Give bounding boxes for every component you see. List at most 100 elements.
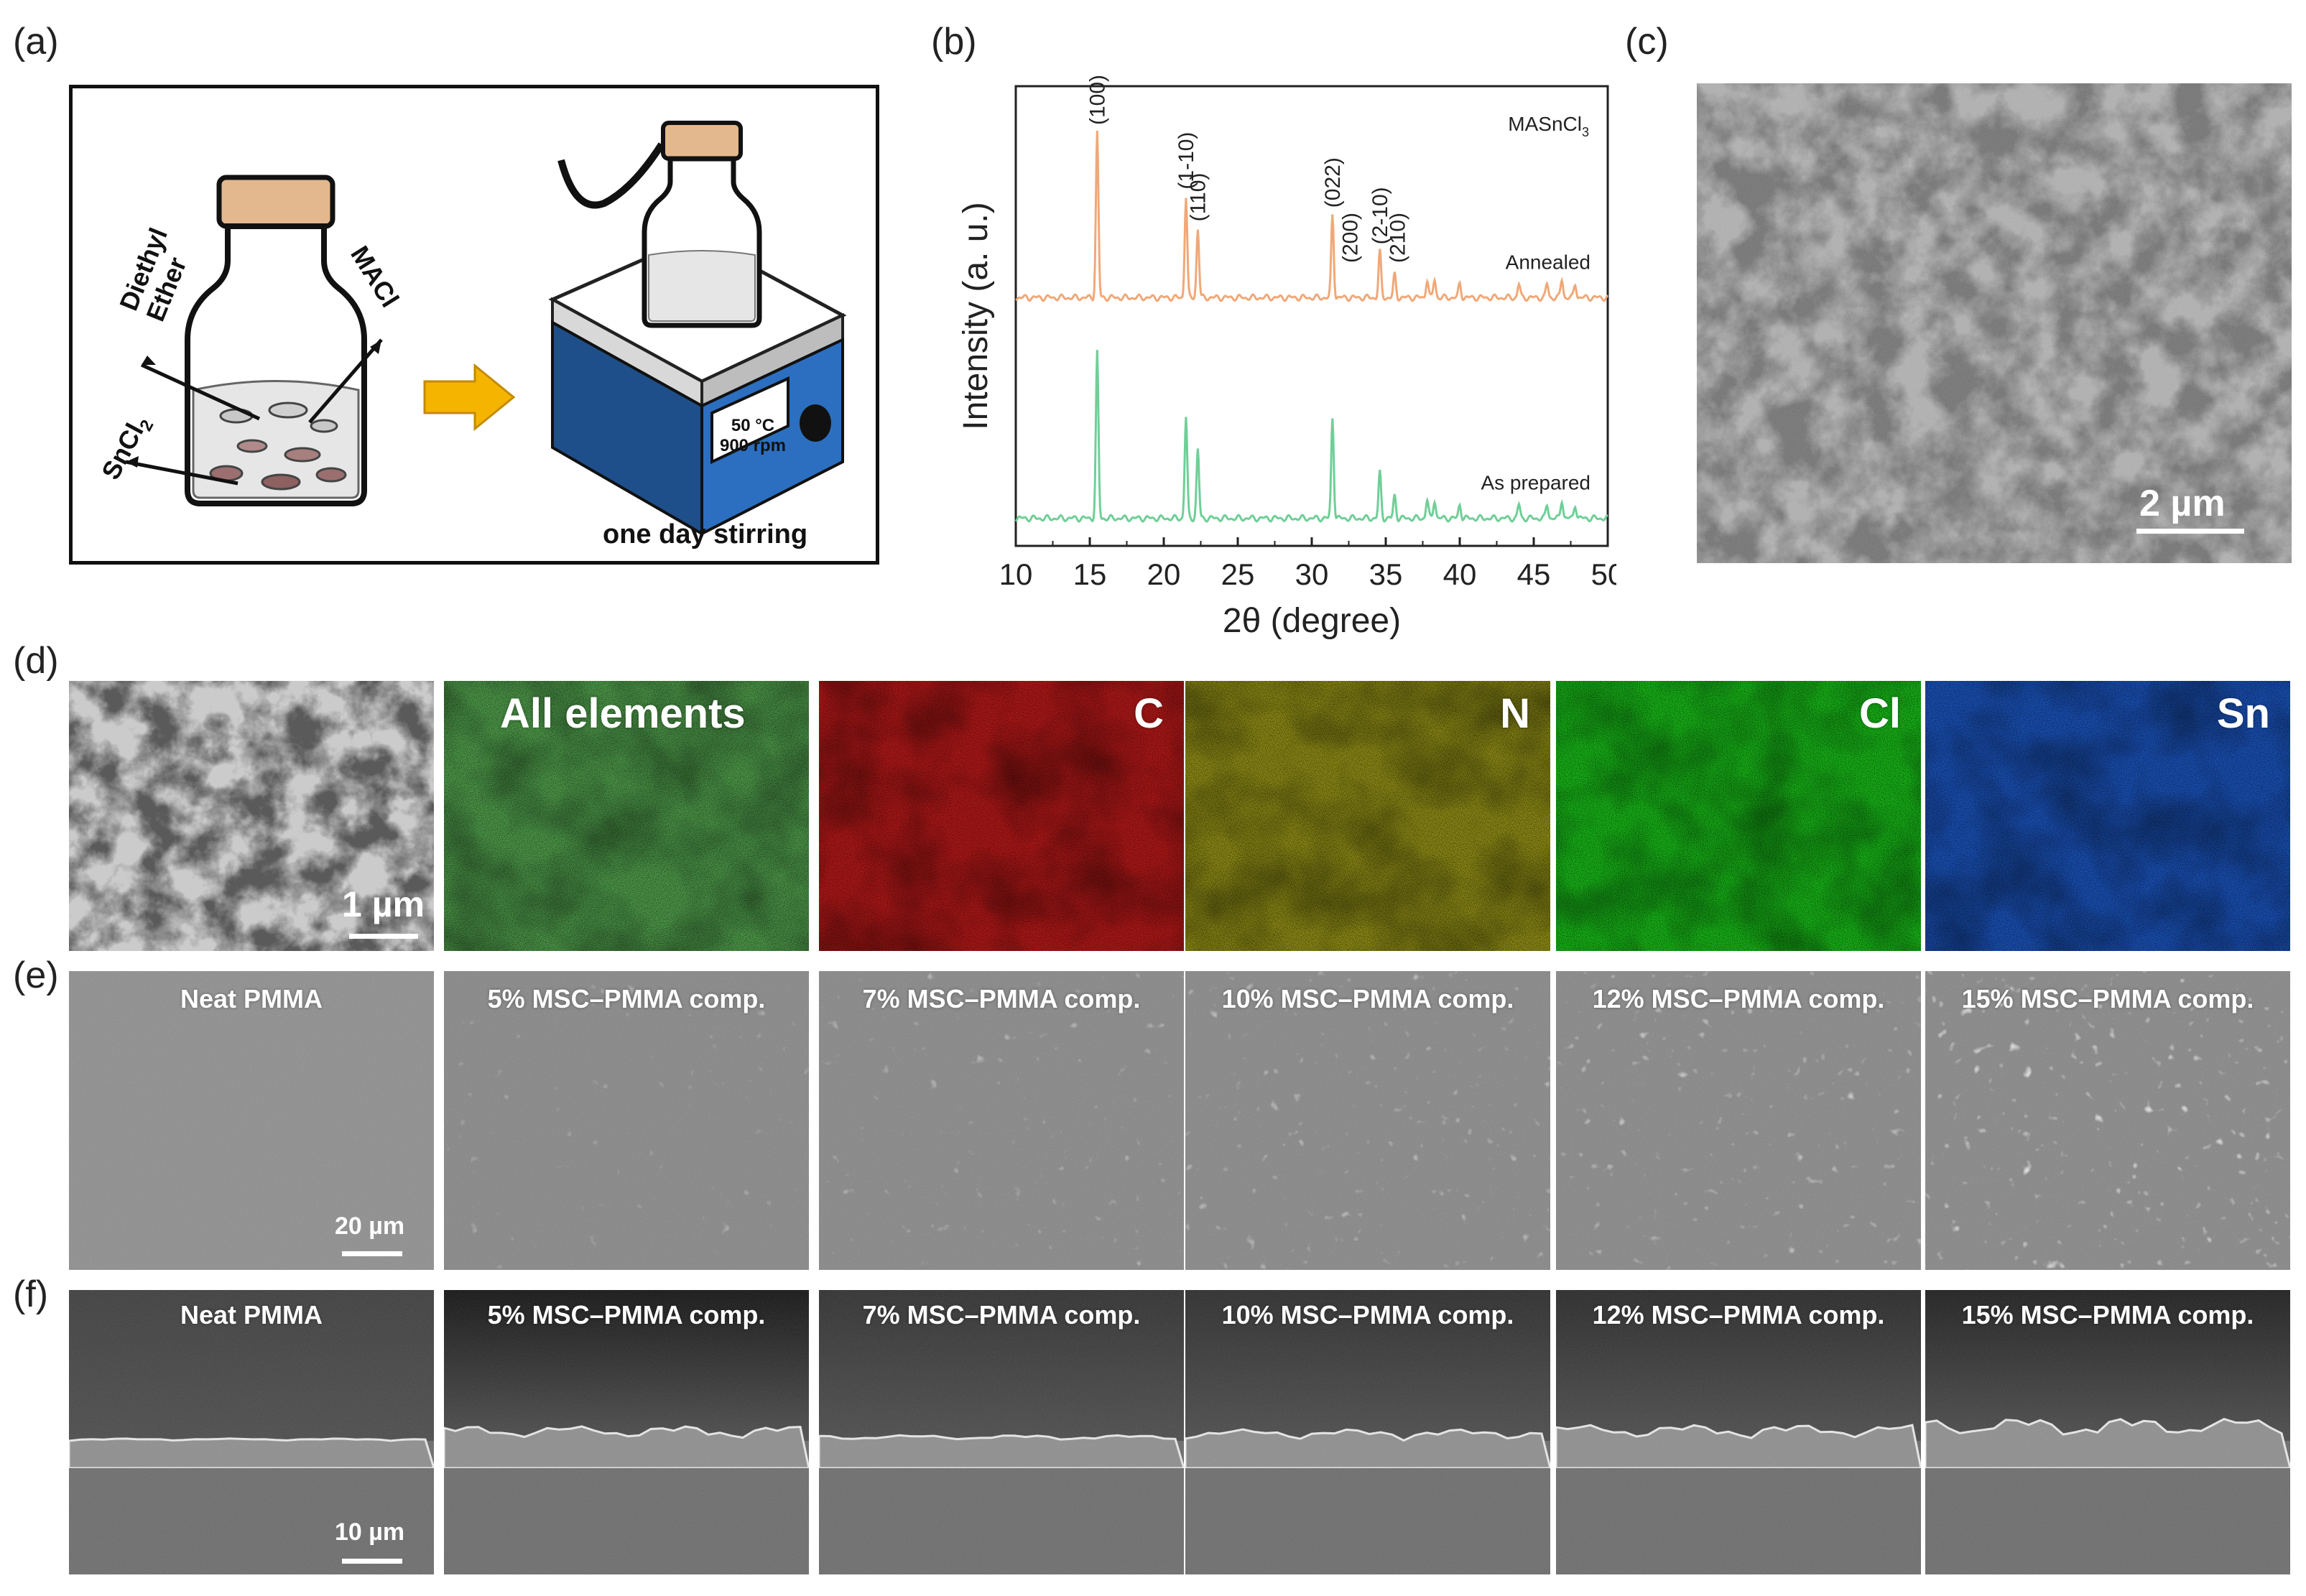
image-texture	[819, 971, 1184, 1270]
eds-map-3: N	[1185, 681, 1550, 951]
image-texture	[1185, 971, 1550, 1270]
scale-label: 1 µm	[342, 884, 425, 924]
peak-label: (022)	[1321, 157, 1345, 208]
xrd-chart: 10 15 20 25 30 35 40 45 50 2θ (degree) Intensity (…	[927, 72, 1624, 668]
cross-section-sem-4: 12% MSC–PMMA comp.	[1556, 1290, 1921, 1574]
scale-label: 2 µm	[2139, 483, 2226, 524]
x-tick-label: 35	[1369, 557, 1403, 591]
stirring-caption: one day stirring	[603, 519, 808, 549]
scale-bar	[342, 1251, 402, 1256]
image-texture	[1185, 681, 1550, 951]
process-arrow-icon	[423, 363, 516, 432]
panel-label-a: (a)	[13, 21, 59, 62]
cross-section-sample-label: 5% MSC–PMMA comp.	[487, 1300, 766, 1330]
surface-sem-3: 10% MSC–PMMA comp.	[1185, 971, 1550, 1270]
panel-label-c: (c)	[1625, 21, 1669, 62]
image-texture	[1556, 1290, 1921, 1574]
series-line-1	[1014, 350, 1608, 523]
eds-map-1: All elements	[444, 681, 809, 951]
panel-label-f: (f)	[13, 1273, 49, 1315]
hotplate-icon	[548, 142, 847, 537]
cross-section-sample-label: Neat PMMA	[180, 1300, 323, 1330]
x-tick-label: 50	[1591, 557, 1616, 591]
series-label: As prepared	[1481, 472, 1590, 494]
scale-label: 10 µm	[335, 1518, 405, 1546]
peak-label: (100)	[1085, 75, 1109, 125]
x-tick-label: 15	[1073, 557, 1107, 591]
hotplate-rpm: 900 rpm	[719, 436, 787, 455]
surface-sem-0: Neat PMMA 20 µm	[69, 971, 434, 1270]
image-texture	[819, 681, 1184, 951]
image-texture	[1185, 1290, 1550, 1574]
image-texture	[1925, 1290, 2290, 1574]
series-label: Annealed	[1506, 251, 1590, 273]
vial-icon	[185, 175, 367, 506]
image-texture	[1556, 681, 1921, 951]
image-texture	[69, 681, 434, 951]
image-texture	[69, 1290, 434, 1574]
xrd-plot: 10 15 20 25 30 35 40 45 50 2θ (degree) Intensity (…	[957, 75, 1624, 640]
cross-section-sem-1: 5% MSC–PMMA comp.	[444, 1290, 809, 1574]
x-tick-label: 45	[1517, 557, 1551, 591]
series-line-0	[1015, 131, 1609, 302]
eds-map-2: C	[819, 681, 1184, 951]
surface-sample-label: 5% MSC–PMMA comp.	[487, 984, 766, 1013]
scale-bar	[2136, 529, 2244, 534]
hotplate-temp: 50 °C	[731, 416, 775, 435]
x-tick-label: 25	[1221, 557, 1255, 591]
eds-sem-image: 1 µm	[69, 681, 434, 951]
legend-title: MASnCl3	[1508, 113, 1589, 139]
cross-section-sample-label: 7% MSC–PMMA comp.	[862, 1300, 1141, 1330]
image-texture	[819, 1290, 1184, 1574]
surface-sample-label: 10% MSC–PMMA comp.	[1221, 984, 1514, 1013]
surface-sample-label: 7% MSC–PMMA comp.	[862, 984, 1141, 1013]
x-tick-label: 30	[1295, 557, 1329, 591]
surface-sample-label: Neat PMMA	[180, 984, 323, 1013]
schematic-drawing	[125, 121, 847, 537]
cross-section-sample-label: 15% MSC–PMMA comp.	[1961, 1300, 2254, 1330]
map-label-element: Cl	[1859, 690, 1901, 737]
eds-map-4: Cl	[1556, 681, 1921, 951]
image-texture	[1925, 971, 2290, 1270]
x-tick-label: 20	[1147, 557, 1181, 591]
cross-section-sample-label: 10% MSC–PMMA comp.	[1221, 1300, 1514, 1330]
panel-label-d: (d)	[13, 640, 59, 682]
vial-icon	[642, 121, 762, 328]
surface-sem-5: 15% MSC–PMMA comp.	[1925, 971, 2290, 1270]
scale-bar	[349, 934, 418, 939]
surface-sem-1: 5% MSC–PMMA comp.	[444, 971, 809, 1270]
panel-label-e: (e)	[13, 955, 59, 996]
image-texture	[444, 971, 809, 1270]
peak-label: (1-10)	[1175, 132, 1198, 190]
image-texture	[444, 681, 809, 951]
surface-sem-4: 12% MSC–PMMA comp.	[1556, 971, 1921, 1270]
map-label-all-elements: All elements	[500, 690, 746, 737]
cross-section-sem-0: Neat PMMA 10 µm	[69, 1290, 434, 1574]
peak-label: (110)	[1186, 173, 1210, 222]
image-texture	[1556, 971, 1921, 1270]
peak-label: (210)	[1386, 213, 1409, 263]
peak-label: (2-10)	[1369, 187, 1392, 244]
eds-map-5: Sn	[1925, 681, 2290, 951]
y-axis-label: Intensity (a. u.)	[957, 202, 995, 430]
map-label-element: N	[1500, 690, 1530, 737]
x-axis-label: 2θ (degree)	[1223, 602, 1401, 640]
surface-sem-2: 7% MSC–PMMA comp.	[819, 971, 1184, 1270]
scale-bar	[342, 1559, 402, 1564]
synthesis-schematic: Diethyl Ether MACl SnCl2 50 °C 900 rpm o…	[69, 85, 879, 565]
hotplate-settings: 50 °C 900 rpm	[717, 416, 789, 456]
map-label-element: Sn	[2216, 690, 2270, 737]
cross-section-sem-3: 10% MSC–PMMA comp.	[1185, 1290, 1550, 1574]
surface-sample-label: 12% MSC–PMMA comp.	[1592, 984, 1885, 1013]
x-tick-label: 40	[1443, 557, 1477, 591]
image-texture	[444, 1290, 809, 1574]
sem-texture	[1697, 83, 2292, 563]
image-texture	[1925, 681, 2290, 951]
map-label-element: C	[1134, 690, 1164, 737]
cross-section-sample-label: 12% MSC–PMMA comp.	[1592, 1300, 1885, 1330]
sem-image-c: 2 µm	[1697, 83, 2292, 563]
panel-label-b: (b)	[931, 21, 977, 62]
peak-label: (200)	[1339, 213, 1363, 263]
surface-sample-label: 15% MSC–PMMA comp.	[1961, 984, 2254, 1013]
cross-section-sem-5: 15% MSC–PMMA comp.	[1925, 1290, 2290, 1574]
